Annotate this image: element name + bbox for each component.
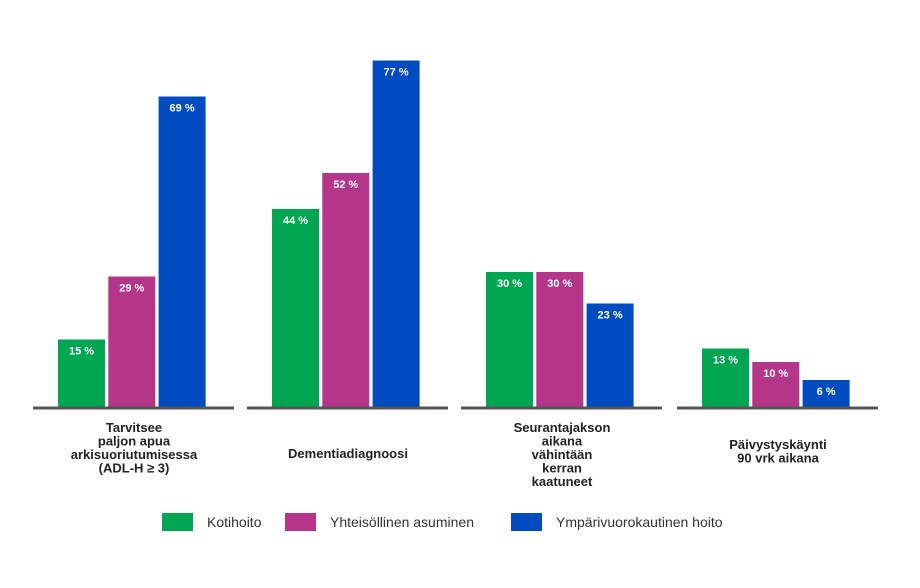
category-label: Dementiadiagnoosi [288,446,408,461]
category-label: (ADL-H ≥ 3) [99,461,170,476]
category-label: Päivystyskäynti [729,437,827,452]
legend-swatch [285,513,316,531]
data-label: 10 % [763,368,788,380]
category-label: paljon apua [98,434,171,449]
bar-2-group-2 [322,173,370,407]
data-label: 69 % [170,103,195,115]
data-label: 23 % [598,310,623,322]
legend-label: Ympärivuorokautinen hoito [556,514,723,530]
legend-swatch [162,513,193,531]
data-label: 29 % [119,283,144,295]
category-label: vähintään [532,447,593,462]
category-label: aikana [542,434,583,449]
data-label: 6 % [817,386,836,398]
data-label: 30 % [547,278,572,290]
bar-2-group-1 [108,276,156,407]
category-label: arkisuoriutumisessa [71,447,198,462]
category-label: Seurantajakson [514,420,611,435]
bar-3-group-3 [586,303,634,407]
bar-1-group-1 [58,339,105,407]
category-label: 90 vrk aikana [737,451,819,466]
legend-swatch [511,513,542,531]
bar-1-group-2 [272,209,319,407]
bar-3-group-4 [802,380,850,407]
data-label: 52 % [333,179,358,191]
data-label: 15 % [69,346,94,358]
bar-3-group-2 [372,60,420,407]
data-label: 44 % [283,215,308,227]
legend-label: Kotihoito [207,514,262,530]
bar-2-group-4 [752,362,800,407]
data-label: 30 % [497,278,522,290]
category-label: Tarvitsee [106,420,162,435]
bar-2-group-3 [536,272,584,407]
bar-3-group-1 [158,96,206,407]
legend-label: Yhteisöllinen asuminen [330,514,474,530]
data-label: 77 % [384,67,409,79]
data-label: 13 % [713,355,738,367]
bar-1-group-4 [702,348,749,407]
category-label: kerran [542,461,582,476]
bar-1-group-3 [486,272,533,407]
category-label: kaatuneet [532,474,593,489]
